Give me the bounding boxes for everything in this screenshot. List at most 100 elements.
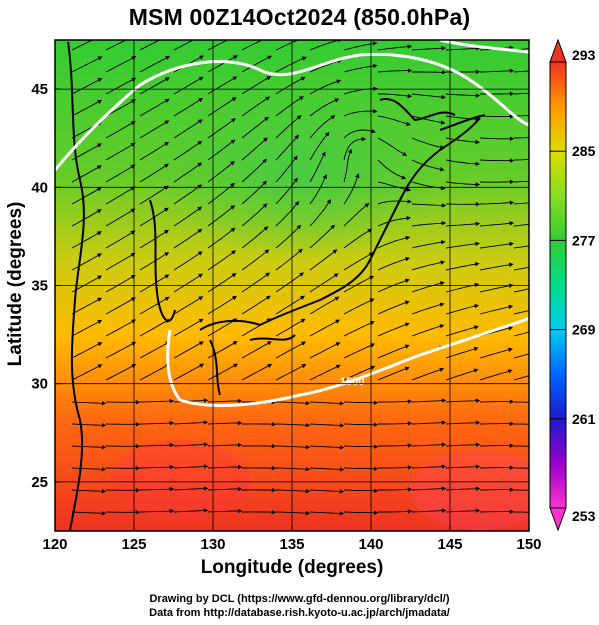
streamline bbox=[411, 221, 447, 227]
streamline bbox=[275, 272, 305, 293]
streamline bbox=[445, 508, 481, 513]
streamline bbox=[377, 300, 410, 315]
streamline bbox=[411, 137, 445, 150]
streamline bbox=[411, 486, 447, 491]
streamline bbox=[343, 148, 353, 183]
streamline bbox=[105, 297, 136, 315]
streamline bbox=[343, 63, 378, 73]
lat-tick-label: 45 bbox=[31, 81, 48, 98]
streamline bbox=[139, 319, 170, 337]
streamline bbox=[479, 369, 513, 381]
streamline bbox=[411, 324, 445, 337]
streamline bbox=[105, 40, 127, 51]
streamline bbox=[275, 224, 302, 249]
streamline bbox=[105, 341, 137, 359]
streamline bbox=[241, 96, 271, 117]
streamline bbox=[139, 341, 171, 359]
streamline bbox=[139, 486, 175, 492]
streamline bbox=[377, 199, 412, 205]
streamline bbox=[275, 115, 302, 139]
streamline bbox=[207, 205, 236, 227]
streamline bbox=[309, 401, 345, 406]
streamline bbox=[139, 40, 161, 51]
streamline bbox=[105, 274, 136, 293]
streamline bbox=[513, 511, 529, 513]
streamline bbox=[173, 251, 203, 271]
streamline bbox=[479, 200, 515, 205]
streamline bbox=[377, 181, 412, 192]
streamline bbox=[513, 423, 529, 425]
streamline bbox=[343, 252, 374, 271]
streamline bbox=[411, 203, 447, 208]
streamline bbox=[275, 248, 303, 271]
streamline bbox=[411, 508, 447, 513]
lat-tick-label: 40 bbox=[31, 179, 48, 196]
streamline bbox=[241, 180, 267, 205]
streamline bbox=[241, 158, 267, 183]
streamline bbox=[241, 226, 269, 249]
streamline bbox=[479, 158, 515, 163]
streamline bbox=[445, 398, 481, 403]
streamline bbox=[241, 295, 271, 315]
streamline bbox=[343, 173, 360, 205]
streamline bbox=[105, 230, 136, 249]
streamline bbox=[309, 273, 339, 293]
streamline bbox=[309, 319, 341, 337]
streamline bbox=[343, 203, 370, 227]
streamline bbox=[378, 509, 413, 514]
streamline bbox=[445, 181, 481, 187]
streamline bbox=[275, 40, 308, 51]
streamline bbox=[139, 120, 170, 139]
streamline bbox=[479, 136, 515, 142]
streamline bbox=[445, 303, 480, 315]
streamline bbox=[105, 164, 136, 183]
streamline bbox=[105, 99, 136, 117]
streamline bbox=[411, 398, 447, 403]
streamline bbox=[241, 272, 271, 293]
streamline bbox=[309, 249, 338, 271]
streamline bbox=[445, 325, 479, 337]
streamline bbox=[445, 346, 479, 359]
x-axis-title: Longitude (degrees) bbox=[200, 557, 384, 578]
lat-tick-label: 25 bbox=[31, 474, 48, 491]
streamline bbox=[445, 261, 480, 271]
streamline bbox=[445, 46, 481, 51]
streamline bbox=[309, 467, 345, 472]
lon-tick-label: 150 bbox=[516, 536, 541, 553]
streamline bbox=[173, 76, 204, 95]
streamline bbox=[309, 224, 335, 249]
warm-region-east bbox=[410, 450, 529, 530]
streamline bbox=[411, 93, 447, 100]
streamline bbox=[445, 420, 481, 425]
streamline bbox=[378, 443, 413, 448]
streamline bbox=[105, 208, 136, 227]
lon-tick-label: 140 bbox=[358, 536, 383, 553]
streamline bbox=[241, 116, 269, 139]
colorbar: 293 285 277 269 261 253 bbox=[549, 38, 596, 532]
streamline bbox=[173, 119, 203, 139]
streamline bbox=[343, 343, 376, 359]
streamline bbox=[378, 465, 413, 470]
streamline bbox=[71, 231, 102, 249]
credit-drawing: Drawing by DCL (https://www.gfd-dennou.o… bbox=[149, 593, 450, 605]
colorbar-tick-label: 261 bbox=[572, 411, 596, 427]
lon-tick-label: 120 bbox=[42, 536, 67, 553]
streamline bbox=[343, 228, 373, 249]
streamline bbox=[173, 508, 209, 513]
streamline bbox=[71, 209, 102, 227]
longitude-ticks: 120 125 130 135 140 145 150 bbox=[42, 525, 542, 553]
streamline bbox=[71, 342, 103, 359]
streamline bbox=[241, 137, 268, 161]
streamline bbox=[139, 98, 170, 117]
streamline bbox=[105, 186, 136, 205]
streamline bbox=[173, 273, 203, 293]
streamline bbox=[71, 99, 103, 117]
streamline bbox=[71, 56, 103, 73]
streamline bbox=[173, 363, 205, 381]
streamline bbox=[513, 266, 529, 271]
streamline bbox=[343, 41, 378, 51]
streamline bbox=[309, 151, 326, 183]
lat-tick-label: 35 bbox=[31, 278, 48, 295]
colorbar-tick-label: 253 bbox=[572, 508, 596, 524]
streamline bbox=[513, 223, 529, 227]
